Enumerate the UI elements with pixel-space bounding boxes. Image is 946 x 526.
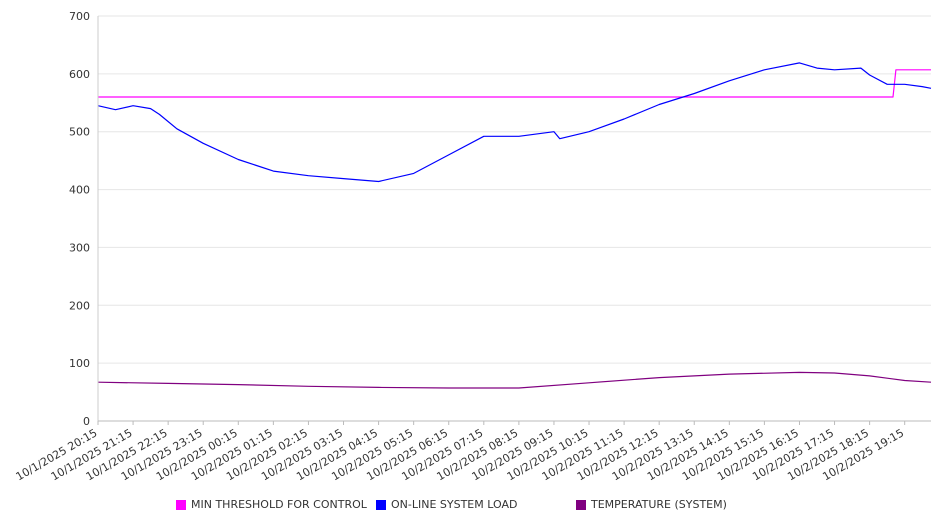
legend-label-temperature: TEMPERATURE (SYSTEM) — [591, 498, 727, 511]
y-tick-label-200: 200 — [69, 299, 90, 312]
legend-swatch-system-load — [376, 499, 386, 510]
series-line-temperature — [97, 371, 932, 389]
legend-label-system-load: ON-LINE SYSTEM LOAD — [391, 498, 518, 511]
grid-lines — [98, 15, 931, 364]
legend-item-min-threshold[interactable]: MIN THRESHOLD FOR CONTROL — [176, 498, 367, 511]
legend-swatch-min-threshold — [176, 499, 186, 510]
y-tick-label-100: 100 — [69, 357, 90, 370]
y-tick-label-400: 400 — [69, 184, 90, 197]
legend-label-min-threshold: MIN THRESHOLD FOR CONTROL — [191, 498, 367, 511]
y-tick-label-700: 700 — [69, 10, 90, 23]
series-lines — [97, 62, 932, 389]
chart-legend: MIN THRESHOLD FOR CONTROL ON-LINE SYSTEM… — [0, 498, 946, 514]
series-line-system-load — [97, 62, 932, 183]
y-tick-label-0: 0 — [83, 415, 90, 428]
series-line-min-threshold — [98, 69, 931, 98]
y-tick-label-300: 300 — [69, 241, 90, 254]
y-tick-label-500: 500 — [69, 126, 90, 139]
y-axis-ticks: 0 100 200 300 400 500 600 700 — [69, 10, 90, 428]
y-tick-label-600: 600 — [69, 68, 90, 81]
legend-item-temperature[interactable]: TEMPERATURE (SYSTEM) — [576, 498, 727, 511]
legend-item-system-load[interactable]: ON-LINE SYSTEM LOAD — [376, 498, 517, 511]
legend-swatch-temperature — [576, 499, 586, 510]
